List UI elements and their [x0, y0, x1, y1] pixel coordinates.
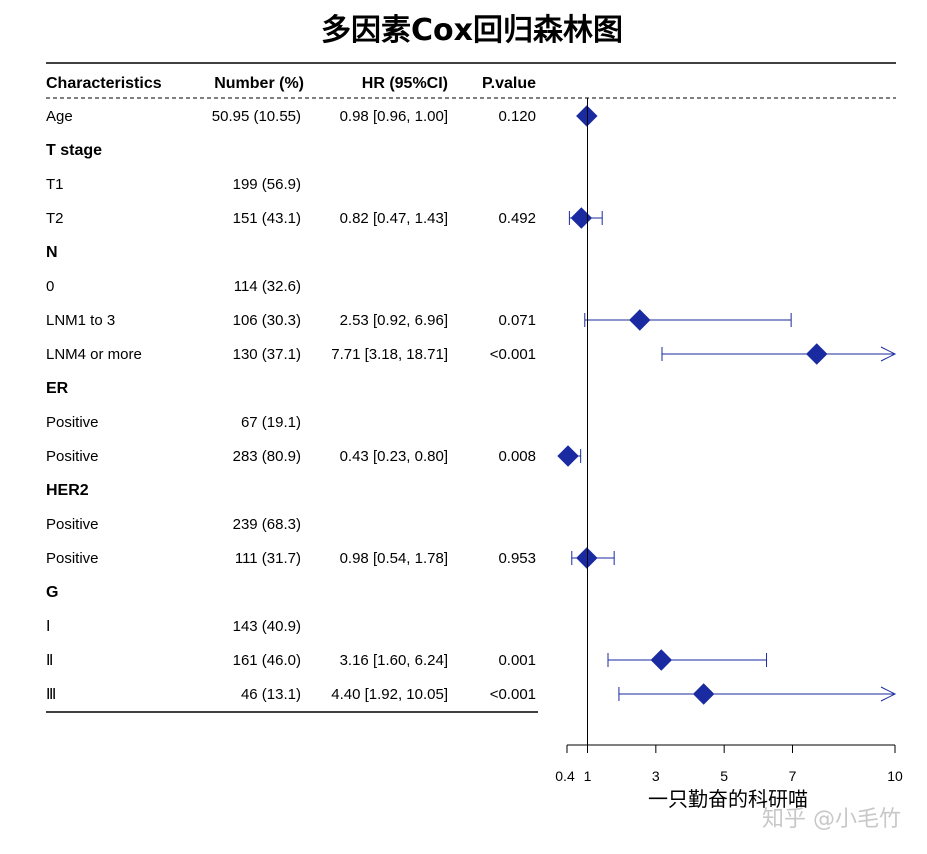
row-label: Age	[46, 108, 73, 125]
x-tick-label: 5	[720, 768, 728, 784]
group-label: T stage	[46, 142, 102, 159]
row-label: LNM4 or more	[46, 346, 142, 363]
hr-cell: 3.16 [1.60, 6.24]	[340, 652, 448, 669]
number-cell: 161 (46.0)	[233, 652, 301, 669]
number-cell: 283 (80.9)	[233, 448, 301, 465]
number-cell: 46 (13.1)	[241, 686, 301, 703]
number-cell: 130 (37.1)	[233, 346, 301, 363]
hr-marker	[692, 683, 715, 705]
pvalue-cell: 0.492	[498, 210, 536, 227]
chart-title: 多因素Cox回归森林图	[321, 13, 623, 48]
header-hr: HR (95%CI)	[362, 75, 448, 92]
hr-marker	[576, 547, 598, 569]
hr-cell: 0.98 [0.96, 1.00]	[340, 108, 448, 125]
hr-cell: 2.53 [0.92, 6.96]	[340, 312, 448, 329]
hr-marker	[806, 343, 828, 365]
pvalue-cell: <0.001	[490, 346, 536, 363]
number-cell: 111 (31.7)	[235, 550, 301, 567]
row-label: LNM1 to 3	[46, 312, 115, 329]
row-label: Ⅱ	[46, 652, 53, 669]
hr-marker	[650, 649, 673, 671]
ci-arrow	[880, 346, 897, 362]
plot-area	[557, 98, 897, 745]
row-label: T2	[46, 210, 64, 227]
row-label: Positive	[46, 550, 99, 567]
x-axis-label: 一只勤奋的科研喵	[648, 787, 808, 811]
row-label: Positive	[46, 448, 99, 465]
number-cell: 143 (40.9)	[233, 618, 301, 635]
x-tick-label: 10	[887, 768, 903, 784]
number-cell: 239 (68.3)	[233, 516, 301, 533]
hr-cell: 4.40 [1.92, 10.05]	[331, 686, 448, 703]
hr-cell: 0.98 [0.54, 1.78]	[340, 550, 448, 567]
watermark: 知乎 @小毛竹	[762, 807, 901, 832]
x-tick-label: 3	[652, 768, 660, 784]
row-label: Ⅰ	[46, 618, 50, 635]
number-cell: 114 (32.6)	[234, 278, 301, 295]
x-axis: 0.4 1 3 5 7 10	[555, 744, 903, 784]
number-cell: 151 (43.1)	[233, 210, 301, 227]
row-label: Positive	[46, 414, 99, 431]
group-label: G	[46, 584, 58, 601]
number-cell: 106 (30.3)	[233, 312, 301, 329]
pvalue-cell: 0.071	[498, 312, 536, 329]
row-label: 0	[46, 278, 54, 295]
group-label: ER	[46, 380, 69, 397]
row-label: Ⅲ	[46, 686, 56, 703]
number-cell: 199 (56.9)	[233, 176, 301, 193]
hr-marker	[576, 105, 598, 127]
number-cell: 67 (19.1)	[241, 414, 301, 431]
hr-marker	[557, 445, 579, 467]
group-label: N	[46, 244, 58, 261]
x-tick-label: 1	[584, 768, 592, 784]
hr-cell: 0.82 [0.47, 1.43]	[340, 210, 448, 227]
ci-arrow	[880, 686, 897, 702]
row-label: T1	[46, 176, 64, 193]
group-label: HER2	[46, 482, 89, 499]
header-characteristics: Characteristics	[46, 75, 162, 92]
x-tick-label: 7	[789, 768, 797, 784]
x-tick-label: 0.4	[555, 768, 575, 784]
number-cell: 50.95 (10.55)	[212, 108, 301, 125]
table-rows: Age 50.95 (10.55) 0.98 [0.96, 1.00] 0.120 T …	[46, 108, 536, 703]
pvalue-cell: 0.953	[498, 550, 536, 567]
pvalue-cell: 0.001	[498, 652, 536, 669]
header-number: Number (%)	[214, 75, 304, 92]
pvalue-cell: <0.001	[490, 686, 536, 703]
hr-marker	[629, 309, 651, 331]
pvalue-cell: 0.120	[498, 108, 536, 125]
header-pvalue: P.value	[482, 75, 536, 92]
hr-cell: 0.43 [0.23, 0.80]	[340, 448, 448, 465]
pvalue-cell: 0.008	[498, 448, 536, 465]
row-label: Positive	[46, 516, 99, 533]
hr-cell: 7.71 [3.18, 18.71]	[331, 346, 448, 363]
hr-marker	[570, 207, 593, 229]
